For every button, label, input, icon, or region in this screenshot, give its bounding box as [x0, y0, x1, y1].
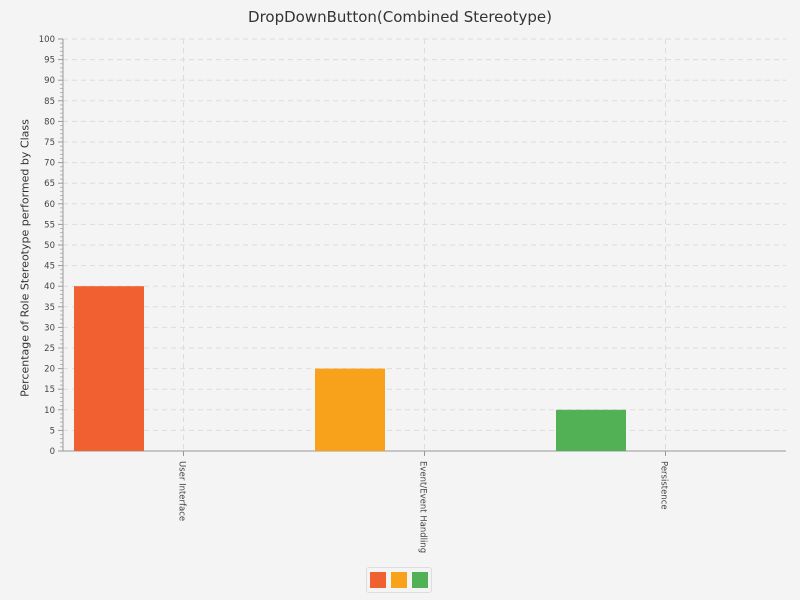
axes: [58, 38, 786, 456]
x-tick-label: Persistence: [659, 461, 669, 510]
y-tick-label: 5: [50, 426, 55, 436]
x-tick-label: Event/Event Handling: [418, 461, 428, 553]
y-tick-label: 85: [44, 97, 55, 107]
y-tick-label: 45: [44, 262, 55, 272]
y-tick-label: 70: [44, 159, 55, 169]
x-tick-label: User Interface: [177, 461, 187, 521]
legend-swatch: [370, 572, 386, 588]
legend-swatch: [412, 572, 428, 588]
y-tick-label: 75: [44, 138, 55, 148]
y-tick-label: 60: [44, 200, 55, 210]
y-tick-label: 20: [44, 365, 55, 375]
y-tick-label: 50: [44, 241, 55, 251]
legend: [366, 567, 432, 593]
tick-labels: 0 5 10 15 20 25 30 35 40 45 50 55 60 65 70 75 80 85 90 95 10…: [39, 35, 669, 553]
chart-title: DropDownButton(Combined Stereotype): [248, 8, 552, 26]
y-tick-label: 55: [44, 220, 55, 230]
bar: [556, 409, 626, 451]
bar: [74, 286, 144, 451]
y-tick-label: 40: [44, 282, 55, 292]
legend-swatch: [391, 572, 407, 588]
y-tick-label: 15: [44, 385, 55, 395]
y-tick-label: 65: [44, 179, 55, 189]
y-tick-label: 90: [44, 76, 55, 86]
y-tick-label: 10: [44, 406, 55, 416]
bars: [74, 286, 626, 451]
y-tick-label: 30: [44, 323, 55, 333]
grid-lines: [63, 38, 786, 451]
bar: [315, 368, 385, 451]
y-tick-label: 25: [44, 344, 55, 354]
y-tick-label: 80: [44, 117, 55, 127]
y-tick-label: 100: [39, 35, 55, 45]
y-tick-label: 35: [44, 303, 55, 313]
y-tick-label: 95: [44, 56, 55, 66]
y-tick-label: 0: [50, 447, 55, 457]
